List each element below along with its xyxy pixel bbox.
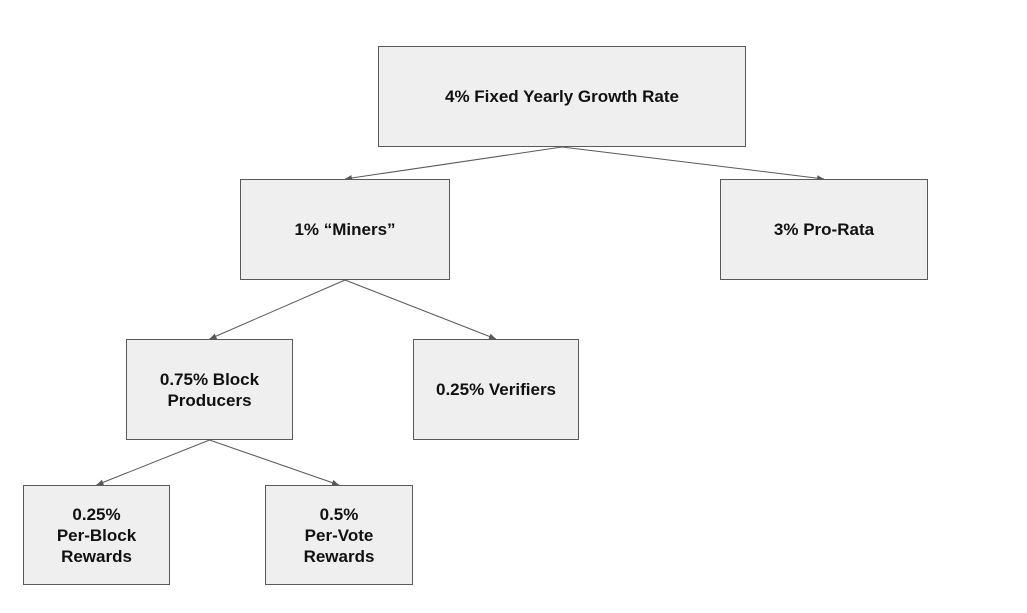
- edge-root-to-pro-rata: [561, 146, 825, 182]
- node-fixed-yearly-growth-rate: 4% Fixed Yearly Growth Rate: [378, 46, 746, 147]
- edge-miners-to-verifiers: [344, 279, 497, 340]
- edge-block-producers-to-per-block: [96, 439, 210, 486]
- node-per-block-rewards: 0.25% Per-Block Rewards: [23, 485, 170, 585]
- node-per-vote-rewards: 0.5% Per-Vote Rewards: [265, 485, 413, 585]
- edge-block-producers-to-per-vote: [209, 439, 340, 486]
- edge-miners-to-block-producers: [209, 279, 346, 340]
- node-verifiers: 0.25% Verifiers: [413, 339, 579, 440]
- edge-root-to-miners: [344, 146, 563, 181]
- node-miners: 1% “Miners”: [240, 179, 450, 280]
- node-pro-rata: 3% Pro-Rata: [720, 179, 928, 280]
- node-block-producers: 0.75% Block Producers: [126, 339, 293, 440]
